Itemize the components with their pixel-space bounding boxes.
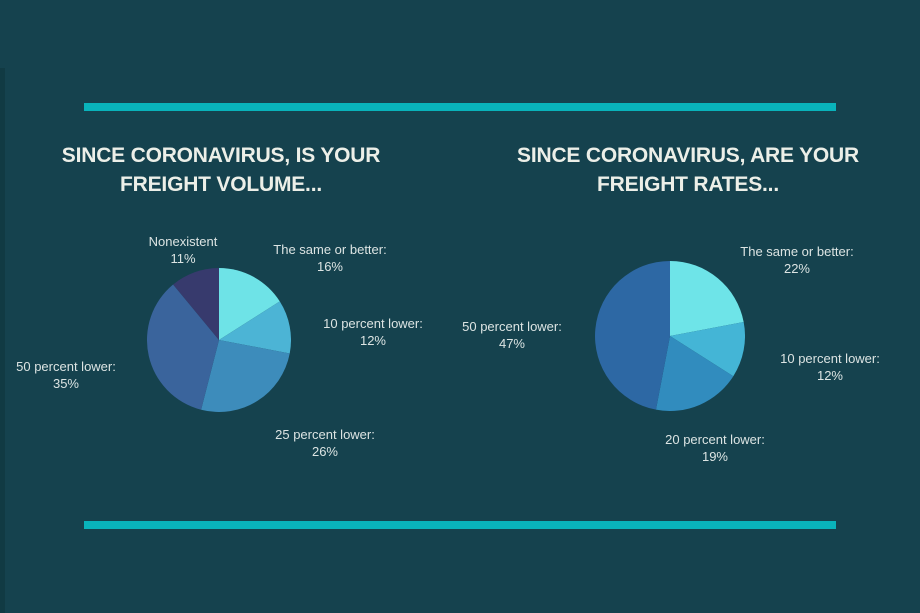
pie-label-10-percent-lower: 10 percent lower: 12% (780, 350, 880, 384)
chart-title-freight-rates: SINCE CORONAVIRUS, ARE YOUR FREIGHT RATE… (517, 141, 859, 199)
pie-label-text: 20 percent lower: (665, 432, 765, 447)
pie-slice (201, 340, 290, 412)
left-edge-strip (0, 68, 5, 613)
pie-chart-freight-rates (595, 261, 745, 411)
pie-label-same-or-better: The same or better: 22% (740, 243, 853, 277)
pie-label-value: 19% (701, 449, 729, 464)
pie-label-value: 16% (316, 259, 344, 274)
pie-slice (670, 261, 744, 336)
pie-label-10-percent-lower: 10 percent lower: 12% (323, 315, 423, 349)
pie-chart-freight-volume (147, 268, 291, 412)
pie-slice (595, 261, 670, 410)
pie-label-text: The same or better: (740, 244, 854, 259)
pie-label-value: 12% (359, 333, 387, 348)
pie-slice (173, 268, 219, 340)
pie-label-value: 35% (52, 376, 80, 391)
pie-slice (219, 268, 280, 340)
pie-slice (670, 321, 745, 377)
pie-label-same-or-better: The same or better: 16% (273, 241, 386, 275)
pie-slice (219, 301, 291, 354)
chart-title-freight-volume: SINCE CORONAVIRUS, IS YOUR FREIGHT VOLUM… (61, 141, 381, 199)
title-line: FREIGHT VOLUME... (120, 173, 322, 196)
pie-label-50-percent-lower: 50 percent lower: 47% (462, 318, 562, 352)
pie-label-text: 25 percent lower: (275, 427, 375, 442)
pie-label-text: 10 percent lower: (323, 316, 423, 331)
pie-label-text: Nonexistent (148, 234, 218, 249)
pie-label-value: 11% (170, 251, 196, 266)
pie-label-50-percent-lower: 50 percent lower: 35% (16, 358, 116, 392)
pie-label-text: 50 percent lower: (16, 359, 116, 374)
pie-label-value: 12% (816, 368, 844, 383)
pie-label-25-percent-lower: 25 percent lower: 26% (275, 426, 375, 460)
title-line: SINCE CORONAVIRUS, ARE YOUR (517, 144, 859, 167)
pie-label-value: 26% (311, 444, 339, 459)
top-accent-bar (84, 103, 836, 111)
title-line: SINCE CORONAVIRUS, IS YOUR (61, 144, 381, 167)
bottom-accent-bar (84, 521, 836, 529)
pie-label-value: 22% (783, 261, 811, 276)
pie-label-text: 10 percent lower: (780, 351, 880, 366)
pie-label-nonexistent: Nonexistent 11% (149, 233, 218, 267)
pie-label-20-percent-lower: 20 percent lower: 19% (665, 431, 765, 465)
pie-slice (147, 284, 219, 410)
title-line: FREIGHT RATES... (597, 173, 779, 196)
pie-label-value: 47% (498, 336, 526, 351)
pie-label-text: 50 percent lower: (462, 319, 562, 334)
pie-slice (655, 336, 734, 411)
pie-label-text: The same or better: (273, 242, 387, 257)
